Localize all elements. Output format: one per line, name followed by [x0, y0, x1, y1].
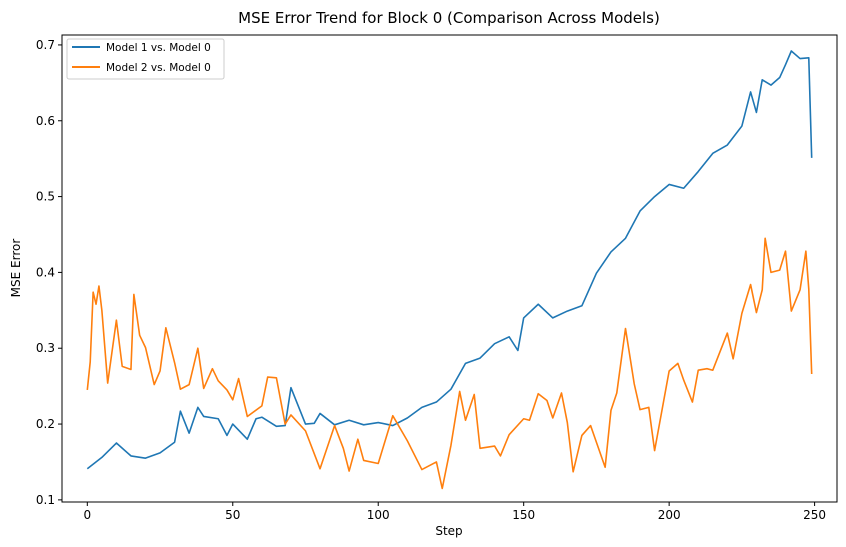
x-tick-label: 50 [225, 508, 240, 522]
y-axis-label: MSE Error [9, 239, 23, 298]
y-axis-ticks: 0.1 0.2 0.3 0.4 0.5 0.6 0.7 [36, 38, 62, 507]
y-tick-label: 0.2 [36, 417, 55, 431]
x-tick-label: 100 [367, 508, 390, 522]
legend-label-model-2: Model 2 vs. Model 0 [106, 62, 211, 74]
legend-label-model-1: Model 1 vs. Model 0 [106, 42, 211, 54]
y-tick-label: 0.5 [36, 190, 55, 204]
x-tick-label: 200 [658, 508, 681, 522]
series-lines [86, 50, 813, 490]
legend-box [66, 38, 225, 80]
y-tick-label: 0.4 [36, 265, 55, 279]
y-tick-label: 0.3 [36, 341, 55, 355]
plot-frame [61, 34, 838, 503]
legend: Model 1 vs. Model 0 Model 2 vs. Model 0 [66, 38, 225, 80]
x-tick-label: 150 [512, 508, 535, 522]
y-tick-label: 0.6 [36, 114, 55, 128]
x-axis-label: Step [435, 524, 462, 538]
x-axis-ticks: 0 50 100 150 200 250 [83, 502, 826, 522]
chart-title: MSE Error Trend for Block 0 (Comparison … [238, 9, 660, 27]
y-tick-label: 0.1 [36, 493, 55, 507]
x-tick-label: 250 [803, 508, 826, 522]
series-line-1 [86, 50, 813, 470]
series-line-2 [86, 237, 813, 490]
y-tick-label: 0.7 [36, 38, 55, 52]
x-tick-label: 0 [83, 508, 91, 522]
